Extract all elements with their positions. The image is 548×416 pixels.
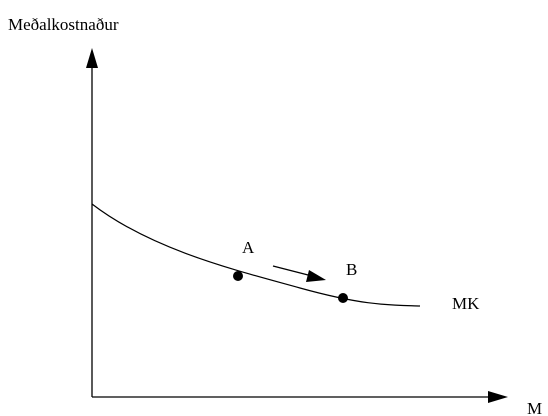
x-axis-label: M xyxy=(527,399,542,416)
y-axis-label: Meðalkostnaður xyxy=(8,15,119,34)
point-b-dot xyxy=(338,293,348,303)
y-axis-arrowhead xyxy=(86,48,98,68)
point-a-label: A xyxy=(242,238,255,257)
movement-arrow-line xyxy=(272,265,313,277)
average-cost-curve xyxy=(91,203,421,307)
point-b-label: B xyxy=(346,260,357,279)
point-a-dot xyxy=(233,271,243,281)
movement-arrow-head xyxy=(306,270,326,282)
curve-label-mk: MK xyxy=(452,294,480,313)
x-axis-arrowhead xyxy=(488,391,508,403)
